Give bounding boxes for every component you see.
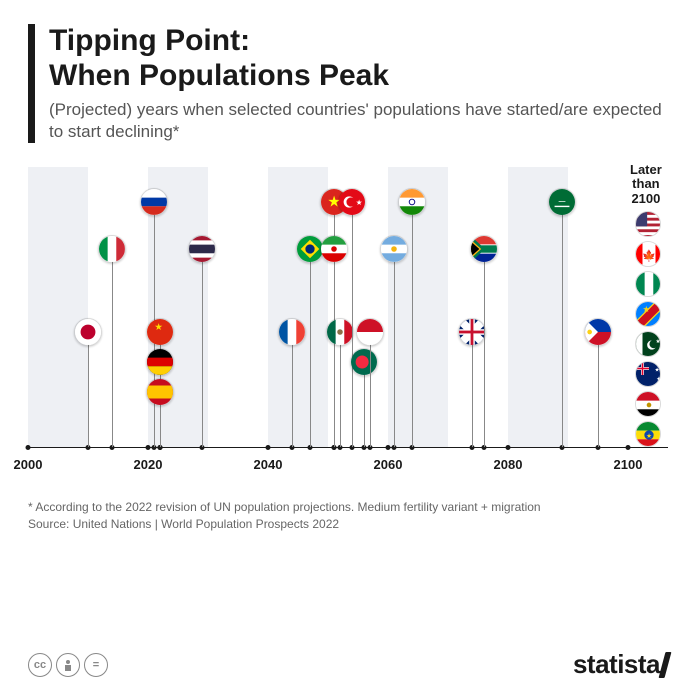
title-line2: When Populations Peak [49, 59, 389, 92]
axis-tick [506, 445, 511, 450]
stem [310, 249, 311, 447]
footnote-line1: * According to the 2022 revision of UN p… [28, 500, 541, 514]
stem [340, 332, 341, 447]
flag-saudiarabia: ـــ [548, 188, 576, 216]
flag-drc: ★ [635, 301, 661, 327]
stem [352, 202, 353, 447]
stem [88, 332, 89, 447]
flag-southafrica [470, 235, 498, 263]
axis-label: 2080 [494, 457, 523, 472]
grid-band [28, 167, 88, 447]
flag-egypt [635, 391, 661, 417]
logo-text: statista [573, 649, 660, 680]
flag-argentina [380, 235, 408, 263]
timeline-chart: 200020202040206020802100★★★ـــLaterthan2… [28, 167, 668, 487]
flag-china: ★ [146, 318, 174, 346]
flag-usa [635, 211, 661, 237]
axis-label: 2000 [14, 457, 43, 472]
cc-by-icon [56, 653, 80, 677]
stem [394, 249, 395, 447]
flag-bangladesh [350, 348, 378, 376]
flag-russia [140, 188, 168, 216]
footnote: * According to the 2022 revision of UN p… [28, 499, 668, 533]
flag-turkey: ★ [338, 188, 366, 216]
stem [202, 249, 203, 447]
title: Tipping Point: When Populations Peak [49, 24, 668, 93]
svg-text:★: ★ [356, 198, 363, 207]
later-flags-column: 🍁★★★★★ [635, 211, 661, 449]
axis-label: 2040 [254, 457, 283, 472]
title-line1: Tipping Point: [49, 24, 250, 57]
flag-iran [320, 235, 348, 263]
svg-text:★: ★ [643, 304, 650, 314]
flag-spain [146, 378, 174, 406]
stem [472, 332, 473, 447]
title-block: Tipping Point: When Populations Peak (Pr… [28, 24, 668, 143]
stem [370, 332, 371, 447]
stem [292, 332, 293, 447]
stem [334, 249, 335, 447]
cc-icon: cc [28, 653, 52, 677]
axis-tick [386, 445, 391, 450]
later-label: Laterthan2100 [630, 163, 662, 206]
svg-text:★: ★ [655, 366, 660, 373]
axis-label: 2100 [614, 457, 643, 472]
svg-text:★: ★ [656, 338, 661, 345]
flag-france [278, 318, 306, 346]
flag-philippines [584, 318, 612, 346]
flag-pakistan: ★ [635, 331, 661, 357]
x-axis [28, 447, 668, 448]
stem [598, 332, 599, 447]
flag-canada: 🍁 [635, 241, 661, 267]
cc-icons: cc = [28, 653, 108, 677]
svg-text:ـــ: ـــ [558, 195, 566, 204]
footnote-line2: Source: United Nations | World Populatio… [28, 517, 339, 531]
subtitle: (Projected) years when selected countrie… [49, 99, 668, 143]
axis-tick [266, 445, 271, 450]
svg-text:★: ★ [154, 322, 162, 332]
statista-logo: statista [573, 649, 668, 680]
svg-text:🍁: 🍁 [642, 249, 656, 263]
flag-indonesia [356, 318, 384, 346]
flag-australia: ★★ [635, 361, 661, 387]
flag-italy [98, 235, 126, 263]
flag-mexico [326, 318, 354, 346]
stem [484, 249, 485, 447]
logo-mark [659, 652, 672, 678]
axis-label: 2020 [134, 457, 163, 472]
flag-thailand [188, 235, 216, 263]
flag-ethiopia: ★ [635, 421, 661, 447]
svg-text:★: ★ [646, 432, 652, 440]
stem [412, 202, 413, 447]
axis-label: 2060 [374, 457, 403, 472]
flag-germany [146, 348, 174, 376]
stem [562, 202, 563, 447]
svg-text:★: ★ [656, 376, 661, 383]
stem [112, 249, 113, 447]
axis-tick [26, 445, 31, 450]
axis-tick [626, 445, 631, 450]
grid-band [268, 167, 328, 447]
flag-japan [74, 318, 102, 346]
flag-nigeria [635, 271, 661, 297]
flag-uk [458, 318, 486, 346]
axis-tick [146, 445, 151, 450]
footer: cc = statista [28, 649, 668, 680]
cc-nd-icon: = [84, 653, 108, 677]
flag-india [398, 188, 426, 216]
